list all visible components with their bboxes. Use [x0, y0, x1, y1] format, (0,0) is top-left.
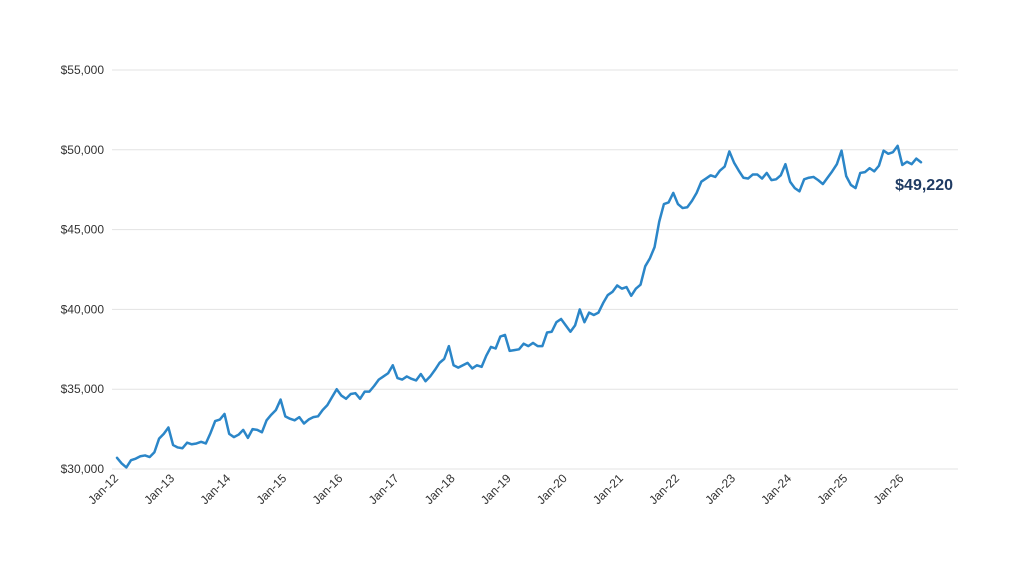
x-tick-label: Jan-15	[254, 471, 290, 507]
x-tick-label: Jan-18	[422, 471, 458, 507]
x-tick-label: Jan-19	[478, 471, 514, 507]
x-tick-label: Jan-23	[702, 471, 738, 507]
y-tick-label: $55,000	[61, 63, 105, 77]
x-tick-label: Jan-25	[814, 471, 850, 507]
y-tick-label: $45,000	[61, 223, 105, 237]
x-tick-label: Jan-14	[197, 471, 233, 507]
end-value-label: $49,220	[895, 177, 953, 194]
x-tick-label: Jan-20	[534, 471, 570, 507]
x-tick-label: Jan-24	[758, 471, 794, 507]
x-tick-label: Jan-12	[85, 471, 121, 507]
x-tick-label: Jan-22	[646, 471, 682, 507]
x-tick-label: Jan-17	[366, 471, 402, 507]
x-tick-label: Jan-13	[141, 471, 177, 507]
y-tick-label: $35,000	[61, 382, 105, 396]
y-tick-label: $40,000	[61, 302, 105, 316]
y-tick-label: $30,000	[61, 462, 105, 476]
x-tick-label: Jan-26	[871, 471, 907, 507]
y-tick-label: $50,000	[61, 143, 105, 157]
x-tick-label: Jan-16	[310, 471, 346, 507]
x-tick-label: Jan-21	[590, 471, 626, 507]
data-line	[115, 144, 923, 469]
